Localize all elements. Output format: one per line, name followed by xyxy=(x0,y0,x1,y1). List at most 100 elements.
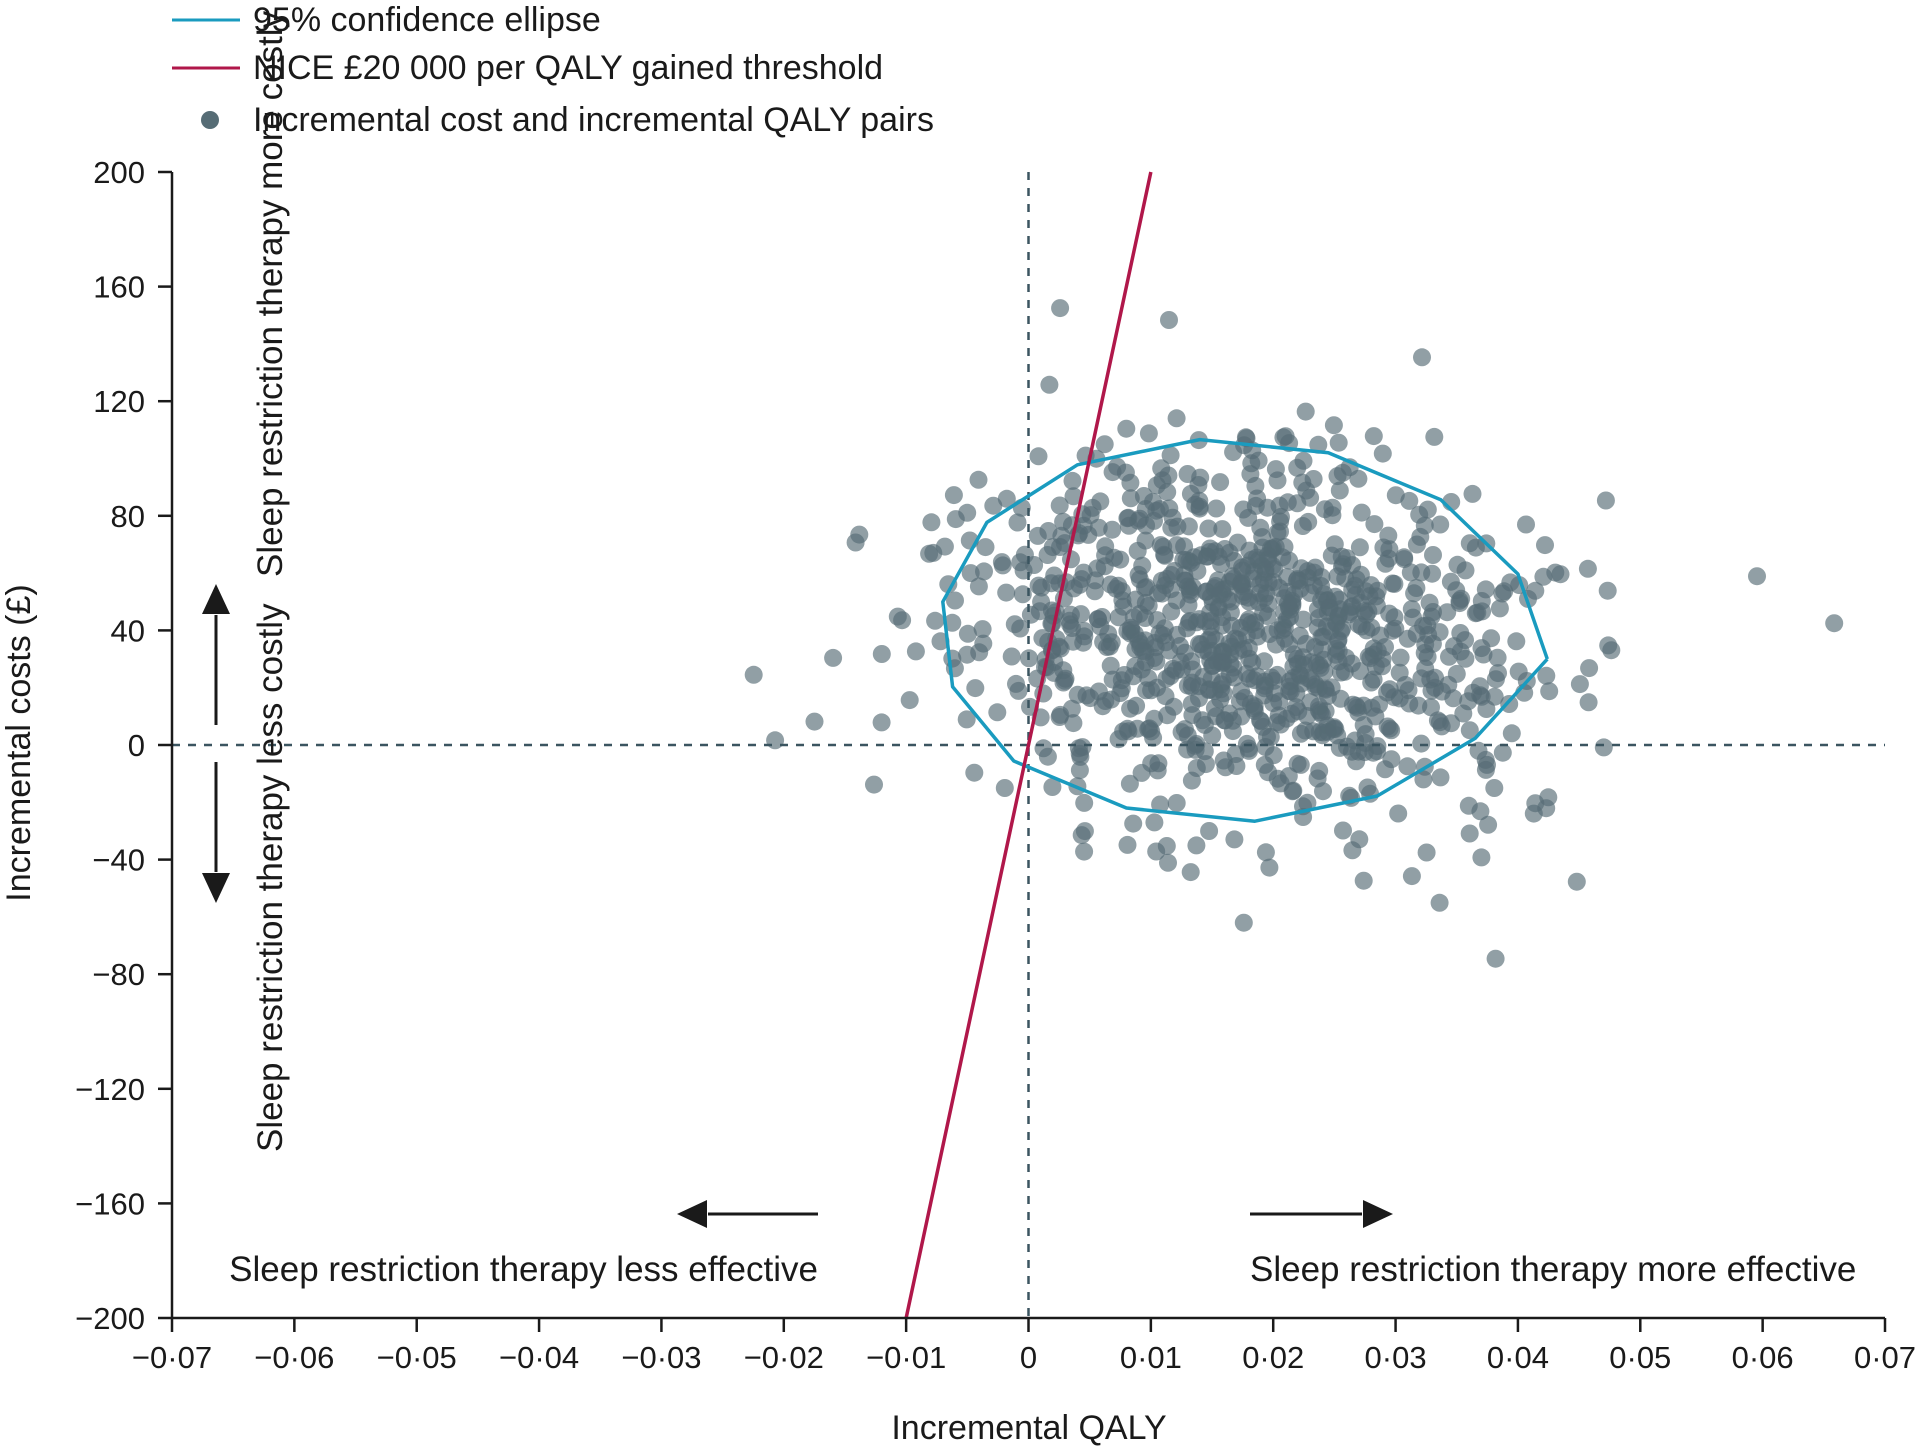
scatter-point xyxy=(1181,863,1200,882)
scatter-point xyxy=(1268,665,1287,684)
scatter-point xyxy=(1318,602,1337,621)
scatter-point xyxy=(1477,700,1496,718)
scatter-point xyxy=(1155,546,1174,565)
x-tick-label: 0·03 xyxy=(1365,1340,1427,1375)
scatter-point xyxy=(872,645,891,663)
scatter-point xyxy=(1198,547,1217,566)
scatter-point xyxy=(1330,481,1349,500)
scatter-point xyxy=(1167,536,1186,555)
scatter-point xyxy=(920,544,939,563)
scatter-point xyxy=(943,613,962,632)
scatter-point xyxy=(1296,634,1315,653)
scatter-point xyxy=(1111,550,1130,569)
scatter-point xyxy=(1213,520,1232,539)
scatter-point xyxy=(1540,682,1559,701)
scatter-point xyxy=(1064,487,1083,506)
scatter-point xyxy=(1324,720,1343,738)
scatter-point xyxy=(1373,444,1392,463)
scatter-point xyxy=(1163,659,1182,678)
scatter-points xyxy=(744,299,1844,968)
scatter-point xyxy=(939,575,958,594)
scatter-point xyxy=(1748,567,1766,586)
scatter-point xyxy=(1177,551,1196,570)
scatter-point xyxy=(846,533,865,552)
scatter-point xyxy=(1395,550,1414,569)
scatter-point xyxy=(900,691,919,710)
scatter-point xyxy=(1179,517,1198,536)
scatter-point xyxy=(1490,599,1509,618)
scatter-point xyxy=(1070,761,1089,780)
scatter-point xyxy=(1009,681,1028,700)
scatter-point xyxy=(1128,541,1147,560)
legend-label-ellipse: 95% confidence ellipse xyxy=(253,1,601,39)
scatter-point xyxy=(1118,835,1137,854)
scatter-point xyxy=(1432,717,1451,736)
scatter-point xyxy=(872,713,891,732)
scatter-point xyxy=(1064,714,1083,733)
scatter-point xyxy=(1578,559,1597,578)
scatter-point xyxy=(1551,565,1570,584)
scatter-point xyxy=(1367,596,1386,615)
scatter-point xyxy=(1267,635,1285,654)
scatter-point xyxy=(1599,636,1618,655)
scatter-point xyxy=(1502,724,1521,743)
scatter-point xyxy=(1347,570,1366,589)
scatter-point xyxy=(1147,842,1166,861)
scatter-point xyxy=(1225,552,1244,570)
scatter-point xyxy=(1054,512,1073,531)
scatter-point xyxy=(1460,721,1479,740)
scatter-point xyxy=(957,710,976,729)
scatter-point xyxy=(1298,707,1317,725)
scatter-point xyxy=(1064,632,1083,651)
scatter-point xyxy=(1401,563,1420,582)
scatter-point xyxy=(1096,546,1115,565)
scatter-point xyxy=(1095,435,1114,454)
scatter-point xyxy=(1431,515,1450,534)
scatter-point xyxy=(1045,566,1064,585)
scatter-point xyxy=(1352,503,1371,522)
scatter-point xyxy=(965,763,984,782)
scatter-point xyxy=(1310,761,1329,780)
scatter-point xyxy=(1264,746,1283,765)
scatter-point xyxy=(1182,694,1201,713)
scatter-point xyxy=(1294,610,1313,629)
scatter-point xyxy=(969,470,988,489)
scatter-point xyxy=(1117,419,1136,438)
y-tick-label: −80 xyxy=(92,957,145,992)
scatter-point xyxy=(1413,348,1431,367)
x-tick-label: −0·06 xyxy=(254,1340,334,1375)
scatter-point xyxy=(1474,645,1493,664)
scatter-point xyxy=(766,731,785,750)
scatter-point xyxy=(1412,734,1431,753)
scatter-point xyxy=(1211,473,1230,492)
scatter-point xyxy=(931,632,950,651)
x-tick-label: 0·01 xyxy=(1120,1340,1182,1375)
scatter-point xyxy=(1260,858,1279,877)
scatter-point xyxy=(969,577,988,596)
scatter-point xyxy=(1451,642,1470,661)
scatter-point xyxy=(1005,615,1024,634)
scatter-point xyxy=(1451,624,1470,642)
scatter-point xyxy=(1380,719,1399,738)
scatter-point xyxy=(1268,523,1287,542)
scatter-point xyxy=(1537,799,1556,818)
x-tick-label: 0·05 xyxy=(1609,1340,1671,1375)
scatter-point xyxy=(1308,618,1327,637)
x-tick-label: 0·06 xyxy=(1732,1340,1794,1375)
scatter-point xyxy=(926,611,945,630)
scatter-point xyxy=(1114,597,1133,616)
scatter-point xyxy=(1127,696,1146,715)
scatter-point xyxy=(1334,821,1352,840)
scatter-point xyxy=(1425,427,1444,446)
scatter-point xyxy=(1598,581,1617,600)
y-tick-label: −40 xyxy=(92,843,145,878)
scatter-point xyxy=(976,538,995,557)
scatter-point xyxy=(1148,584,1167,603)
scatter-point xyxy=(1281,608,1299,626)
x-tick-label: 0 xyxy=(1020,1340,1037,1375)
scatter-point xyxy=(1089,518,1108,537)
scatter-point xyxy=(1431,768,1450,787)
scatter-point xyxy=(1101,656,1120,675)
scatter-point xyxy=(1335,662,1354,681)
scatter-point xyxy=(1509,662,1528,681)
